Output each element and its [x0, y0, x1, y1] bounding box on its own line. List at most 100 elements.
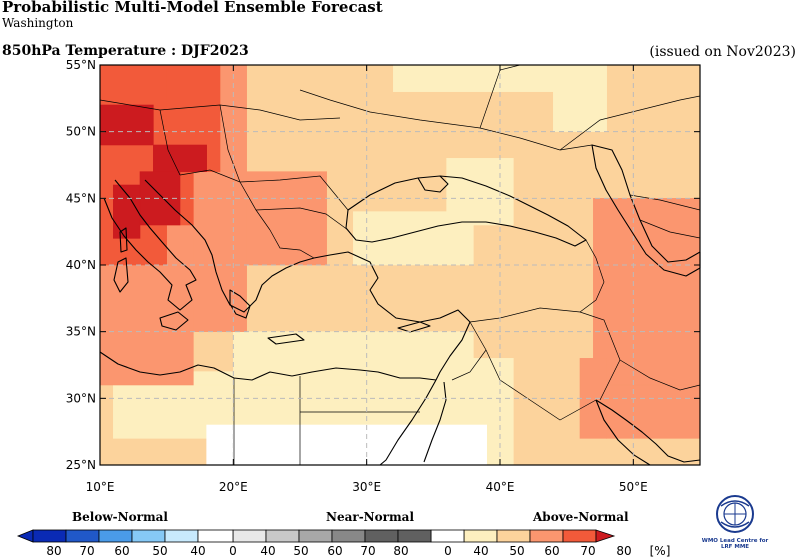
- border-line: [559, 95, 701, 151]
- probability-cell: [593, 198, 701, 386]
- graticule: [100, 65, 700, 465]
- border-line: [179, 169, 349, 211]
- colorbar-box: [430, 529, 465, 543]
- colorbar-tick-label: 0: [444, 544, 452, 558]
- colorbar-boxes: [16, 529, 616, 543]
- variable-title: 850hPa Temperature : DJF2023: [2, 43, 249, 59]
- lat-label: 40°N: [66, 258, 96, 272]
- colorbar-box: [98, 529, 133, 543]
- colorbar-box: [32, 529, 67, 543]
- colorbar-tick-label: 60: [544, 544, 559, 558]
- sardinia: [113, 257, 129, 293]
- coastlines: [99, 144, 701, 466]
- colorbar-tick-label: 70: [580, 544, 595, 558]
- colorbar-tick-label: 60: [327, 544, 342, 558]
- colorbar-tick-label: 70: [360, 544, 375, 558]
- cyprus: [397, 321, 431, 333]
- gulf-aqaba: [423, 381, 447, 463]
- border-line: [451, 349, 487, 381]
- border-line: [255, 207, 349, 231]
- colorbar-tick-label: 40: [260, 544, 275, 558]
- longitude-labels: 10°E 20°E 30°E 40°E 50°E: [86, 480, 648, 494]
- red-sea-coast: [379, 379, 437, 466]
- lat-label: 55°N: [66, 58, 96, 72]
- colorbar-tick-label: 80: [393, 544, 408, 558]
- crimea: [417, 175, 449, 193]
- colorbar-tick-label: 50: [152, 544, 167, 558]
- colorbar-box: [463, 529, 498, 543]
- probability-cell: [113, 184, 141, 239]
- colorbar-box: [131, 529, 166, 543]
- colorbar-unit: [%]: [650, 544, 671, 558]
- probability-cell: [99, 104, 154, 146]
- probability-cell: [246, 171, 327, 266]
- colorbar-box: [529, 529, 564, 543]
- colorbar-tick-label: 60: [114, 544, 129, 558]
- page-title: Probabilistic Multi-Model Ensemble Forec…: [2, 0, 383, 16]
- border-line: [159, 109, 181, 176]
- colorbar-box: [16, 529, 34, 543]
- near-normal-label: Near-Normal: [326, 510, 415, 524]
- arabia-gulf-coast: [595, 399, 651, 466]
- colorbar-box: [364, 529, 399, 543]
- probability-cell: [153, 144, 207, 172]
- lon-label: 20°E: [219, 480, 248, 494]
- colorbar-box: [197, 529, 234, 543]
- lat-label: 50°N: [66, 125, 96, 139]
- latitude-labels: 25°N 30°N 35°N 40°N 45°N 50°N 55°N: [66, 58, 96, 472]
- colorbar-tick-label: 80: [616, 544, 631, 558]
- lon-label: 40°E: [486, 480, 515, 494]
- lat-label: 45°N: [66, 191, 96, 205]
- colorbar-box: [265, 529, 300, 543]
- colorbar-box: [298, 529, 333, 543]
- wmo-logo: WMO Lead Centre for LRF MME: [700, 494, 770, 560]
- un-emblem-icon: [716, 495, 754, 533]
- colorbar-tick-label: 80: [46, 544, 61, 558]
- levant-coast: [435, 321, 471, 381]
- colorbar-tick-label: 70: [79, 544, 94, 558]
- egypt-coast: [291, 367, 437, 381]
- colorbar-labels: 80 70 60 50 40 0 40 50 60 70 80 0 40 50 60 70 80 [%]: [46, 544, 670, 558]
- colorbar-box: [562, 529, 597, 543]
- balkan-coast: [144, 179, 315, 313]
- border-line: [619, 359, 701, 391]
- colorbar-tick-label: 50: [509, 544, 524, 558]
- italy-coast: [103, 179, 197, 311]
- lat-label: 25°N: [66, 458, 96, 472]
- colorbar-tick-label: 40: [190, 544, 205, 558]
- lon-label: 10°E: [86, 480, 115, 494]
- probability-cell: [579, 358, 607, 439]
- border-line: [99, 99, 341, 121]
- border-line: [469, 321, 597, 421]
- lat-label: 30°N: [66, 391, 96, 405]
- colorbar-tick-label: 40: [473, 544, 488, 558]
- colorbar-box: [232, 529, 267, 543]
- probability-cell: [393, 64, 554, 92]
- colorbar-box: [496, 529, 531, 543]
- probability-cell: [353, 211, 474, 266]
- lon-label: 30°E: [352, 480, 381, 494]
- colorbar-box: [397, 529, 432, 543]
- forecast-map: 25°N 30°N 35°N 40°N 45°N 50°N 55°N 10°E 20°E 30°…: [66, 58, 701, 494]
- colorbar-tick-label: 0: [229, 544, 237, 558]
- below-normal-label: Below-Normal: [72, 510, 168, 524]
- border-line: [639, 219, 701, 239]
- colorbar-tick-label: 50: [293, 544, 308, 558]
- border-line: [579, 239, 605, 313]
- persian-gulf-coast: [595, 399, 701, 463]
- corsica: [119, 227, 128, 253]
- probability-cell: [553, 64, 607, 132]
- page-subtitle: Washington: [2, 16, 74, 30]
- map-ticks: [99, 64, 700, 466]
- crete: [267, 333, 305, 345]
- turkey-coast: [313, 251, 471, 323]
- colorbar-box: [595, 529, 616, 543]
- above-normal-label: Above-Normal: [533, 510, 629, 524]
- colorbar: 80 70 60 50 40 0 40 50 60 70 80 0 40 50 60 70 80 [%]: [16, 529, 670, 558]
- probability-cell: [606, 384, 701, 439]
- issued-date: (issued on Nov2023): [649, 44, 796, 60]
- colorbar-box: [331, 529, 366, 543]
- sicily: [159, 311, 189, 331]
- border-line: [269, 229, 315, 259]
- colorbar-box: [164, 529, 199, 543]
